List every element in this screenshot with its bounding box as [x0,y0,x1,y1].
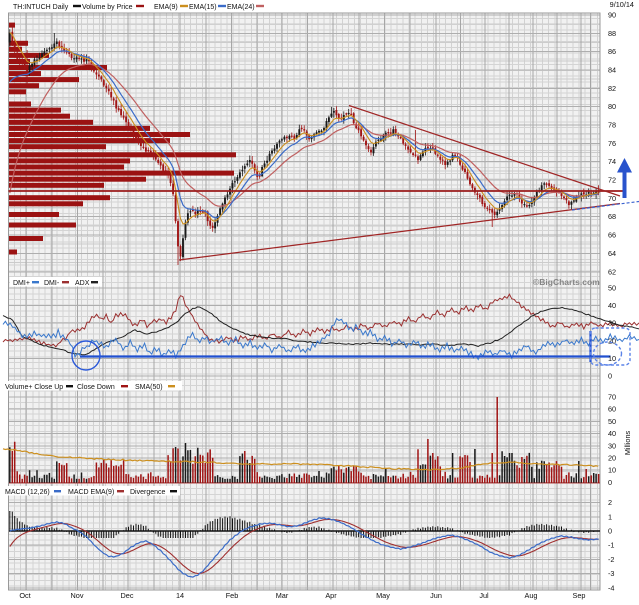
svg-text:0: 0 [608,478,612,487]
svg-text:MACD (12,26): MACD (12,26) [5,489,50,496]
svg-text:0: 0 [608,372,612,381]
svg-text:Feb: Feb [226,591,239,600]
svg-text:68: 68 [608,212,616,221]
svg-text:Apr: Apr [325,591,337,600]
svg-text:20: 20 [608,336,616,345]
svg-text:9/10/14: 9/10/14 [610,0,634,9]
svg-text:70: 70 [608,194,616,203]
svg-text:MACD EMA(9): MACD EMA(9) [68,489,114,496]
svg-text:74: 74 [608,157,616,166]
svg-text:DMI+: DMI+ [13,280,30,287]
svg-text:May: May [376,591,390,600]
svg-text:Jun: Jun [430,591,442,600]
svg-text:40: 40 [608,429,616,438]
svg-text:66: 66 [608,231,616,240]
svg-text:-2: -2 [608,555,615,564]
svg-text:Oct: Oct [19,591,30,600]
svg-text:1: 1 [608,512,612,521]
svg-text:Close Down: Close Down [77,384,115,391]
svg-text:76: 76 [608,139,616,148]
svg-text:10: 10 [608,354,616,363]
svg-text:Mar: Mar [276,591,289,600]
svg-text:DMI-: DMI- [44,280,60,287]
svg-text:88: 88 [608,29,616,38]
svg-text:80: 80 [608,102,616,111]
svg-text:86: 86 [608,47,616,56]
svg-text:82: 82 [608,84,616,93]
svg-text:64: 64 [608,249,616,258]
svg-text:84: 84 [608,66,616,75]
svg-text:70: 70 [608,393,616,402]
svg-text:EMA(9): EMA(9) [154,4,178,11]
svg-text:50: 50 [608,284,616,293]
svg-text:EMA(24): EMA(24) [227,4,255,11]
svg-text:40: 40 [608,301,616,310]
svg-text:EMA(15): EMA(15) [189,4,217,11]
svg-text:TH:INTUCH Daily: TH:INTUCH Daily [13,4,69,11]
svg-text:Nov: Nov [71,591,84,600]
svg-text:Dec: Dec [121,591,134,600]
svg-text:78: 78 [608,121,616,130]
svg-text:20: 20 [608,454,616,463]
svg-text:0: 0 [608,527,612,536]
svg-text:2: 2 [608,498,612,507]
svg-text:Millions: Millions [623,430,632,455]
svg-text:Sep: Sep [573,591,586,600]
svg-text:-4: -4 [608,583,615,592]
svg-text:90: 90 [608,11,616,20]
svg-text:72: 72 [608,176,616,185]
svg-text:62: 62 [608,267,616,276]
svg-text:30: 30 [608,319,616,328]
svg-text:30: 30 [608,441,616,450]
svg-text:Volume by Price: Volume by Price [82,4,133,11]
svg-text:SMA(50): SMA(50) [135,384,163,391]
svg-text:10: 10 [608,466,616,475]
svg-text:60: 60 [608,405,616,414]
svg-text:Aug: Aug [525,591,538,600]
svg-text:©BigCharts.com: ©BigCharts.com [533,277,600,287]
svg-text:Volume+ Close Up: Volume+ Close Up [5,384,63,391]
svg-text:-3: -3 [608,569,615,578]
svg-text:-1: -1 [608,541,615,550]
svg-text:50: 50 [608,417,616,426]
svg-text:ADX: ADX [75,280,90,287]
svg-text:14: 14 [176,591,184,600]
svg-text:Divergence: Divergence [130,489,166,496]
svg-text:Jul: Jul [479,591,489,600]
